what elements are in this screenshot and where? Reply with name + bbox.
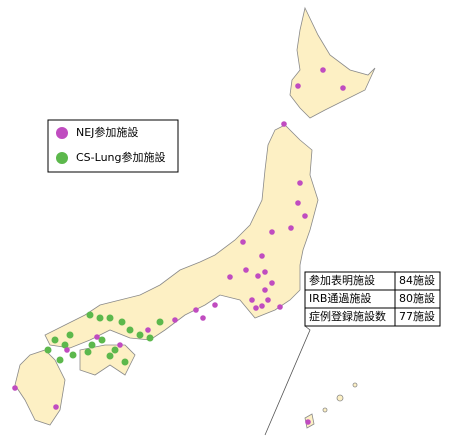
nej-site <box>255 273 261 279</box>
cs-lung-site <box>118 318 126 326</box>
nej-site <box>212 302 218 308</box>
nej-site <box>302 213 308 219</box>
legend: NEJ参加施設 CS-Lung参加施設 <box>56 125 166 164</box>
island <box>322 407 328 413</box>
table-text: 80施設 <box>399 291 435 305</box>
dots <box>12 67 346 425</box>
cs-lung-site <box>86 311 94 319</box>
cs-lung-site <box>69 351 77 359</box>
nej-site <box>265 297 271 303</box>
cs-lung-site <box>84 348 92 356</box>
cs-lung-site <box>96 314 104 322</box>
nej-site <box>243 267 249 273</box>
cs-lung-site <box>121 358 129 366</box>
nej-site <box>253 305 259 311</box>
nej-site <box>94 334 100 340</box>
cs-lung-site <box>88 341 96 349</box>
nej-site <box>259 303 265 309</box>
nej-site <box>295 83 301 89</box>
hokkaido <box>289 6 376 119</box>
legend-label: CS-Lung参加施設 <box>76 150 166 164</box>
nej-site <box>340 85 346 91</box>
nej-site <box>259 253 265 259</box>
nej-site <box>288 225 294 231</box>
island <box>352 382 358 388</box>
legend-swatch <box>56 127 68 139</box>
cs-lung-site <box>111 346 119 354</box>
nej-site <box>12 385 18 391</box>
table-text: 84施設 <box>399 273 435 287</box>
kyushu <box>14 349 66 426</box>
nej-site <box>117 342 123 348</box>
land <box>14 6 376 429</box>
nej-site <box>145 327 151 333</box>
table-text: 症例登録施設数 <box>309 309 386 323</box>
nej-site <box>53 404 59 410</box>
shikoku <box>79 344 136 376</box>
nej-site <box>269 280 275 286</box>
table-text: 77施設 <box>399 309 435 323</box>
nej-site <box>297 180 303 186</box>
nej-site <box>277 304 283 310</box>
cs-lung-site <box>156 318 164 326</box>
nej-site <box>249 297 255 303</box>
cs-lung-site <box>136 331 144 339</box>
nej-site <box>240 239 246 245</box>
inset-line <box>264 325 311 436</box>
cs-lung-site <box>126 326 134 334</box>
table-text: IRB通過施設 <box>309 291 371 305</box>
nej-site <box>262 269 268 275</box>
cs-lung-site <box>106 314 114 322</box>
legend-label: NEJ参加施設 <box>76 125 138 139</box>
nej-site <box>262 287 268 293</box>
legend-swatch <box>56 152 68 164</box>
cs-lung-site <box>66 331 74 339</box>
nej-site <box>320 67 326 73</box>
honshu <box>44 124 319 349</box>
nej-site <box>200 315 206 321</box>
nej-site <box>295 200 301 206</box>
legend-box <box>47 119 179 173</box>
nej-site <box>227 274 233 280</box>
island <box>336 394 344 402</box>
cs-lung-site <box>61 341 69 349</box>
cs-lung-site <box>106 352 114 360</box>
nej-site <box>172 317 178 323</box>
nej-site <box>281 121 287 127</box>
nej-site <box>193 307 199 313</box>
cs-lung-site <box>44 346 52 354</box>
nej-site <box>64 347 70 353</box>
cs-lung-site <box>51 336 59 344</box>
cs-lung-site <box>56 356 64 364</box>
cs-lung-site <box>146 334 154 342</box>
table-cell <box>394 307 441 327</box>
cs-lung-site <box>98 336 106 344</box>
nej-site <box>305 419 311 425</box>
nej-site <box>269 229 275 235</box>
table-text: 参加表明施設 <box>309 273 375 287</box>
